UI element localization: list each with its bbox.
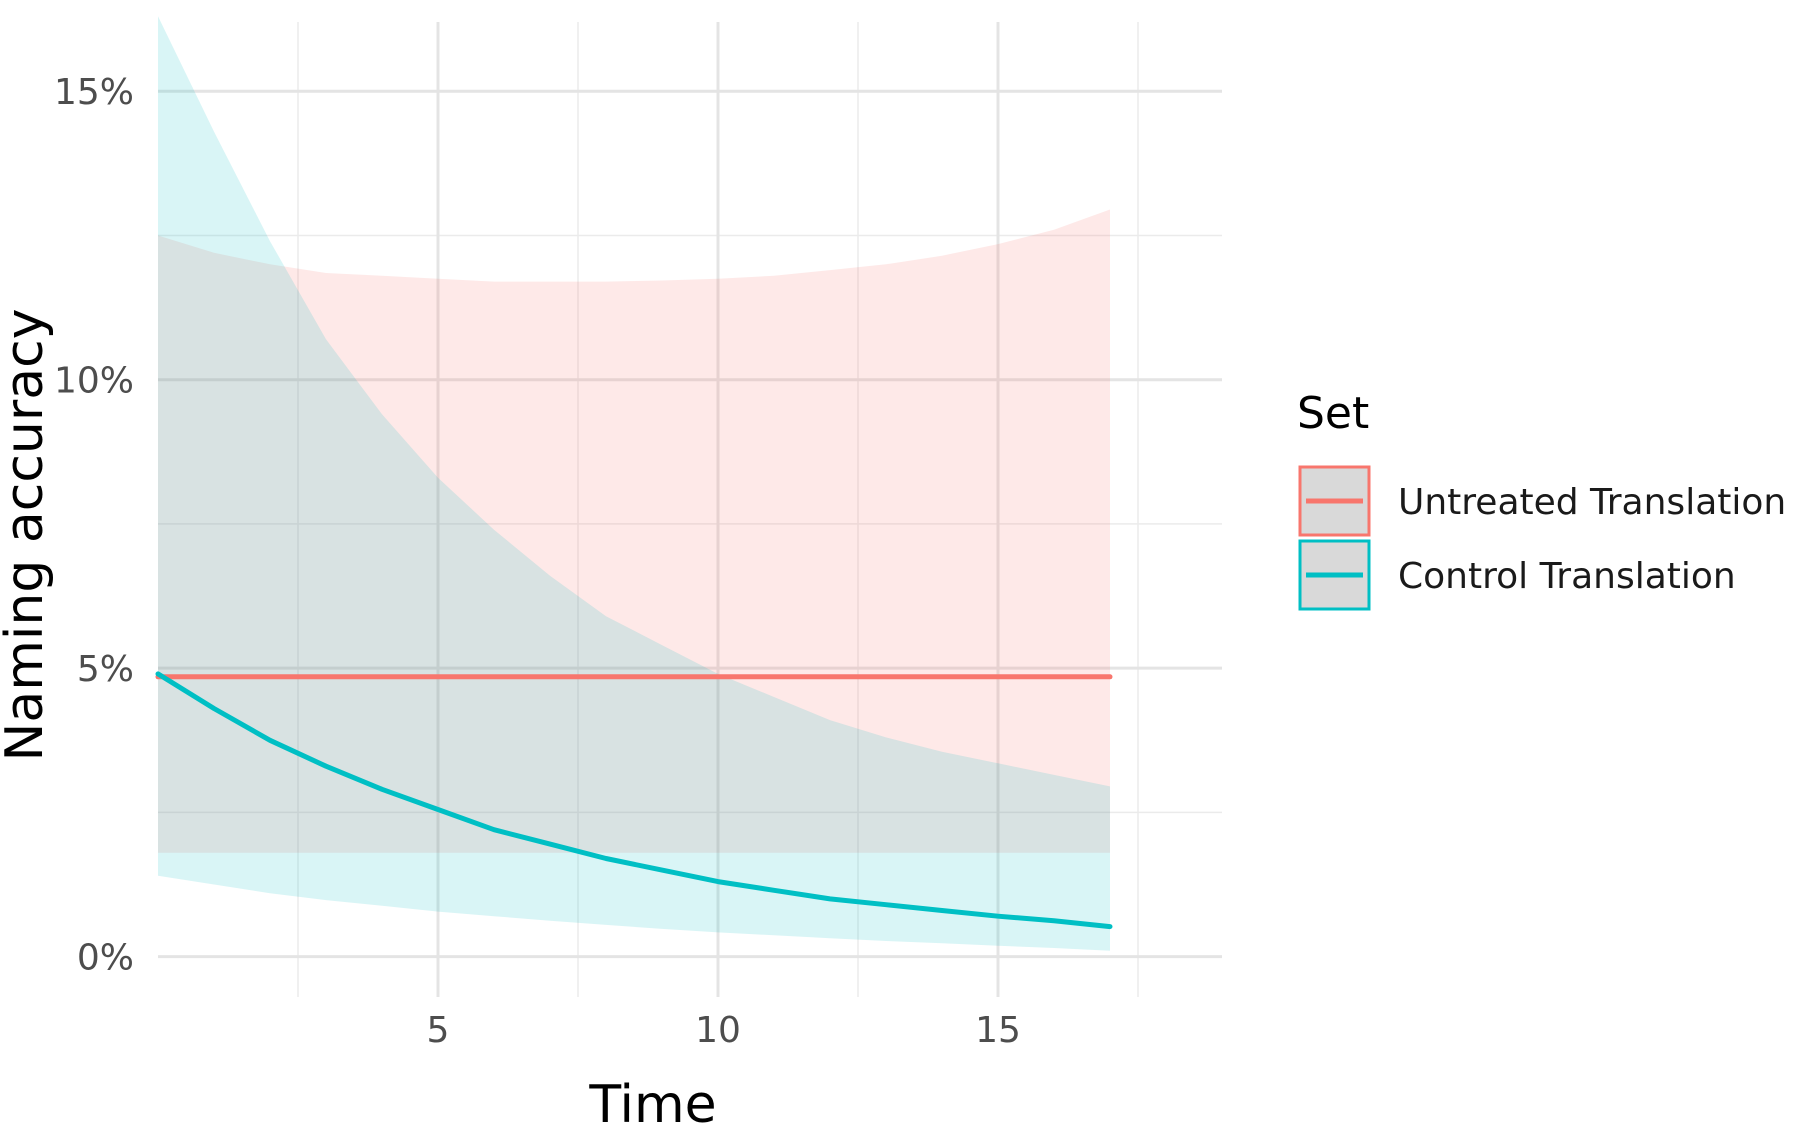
major-gridlines (158, 22, 1222, 997)
legend: Set Untreated Translation Control Transla… (1297, 388, 1786, 611)
legend-entries: Untreated Translation Control Translation (1298, 465, 1786, 611)
y-tick-label: 10% (54, 361, 134, 402)
series-lines (155, 671, 1113, 930)
y-tick-label: 0% (77, 938, 134, 979)
legend-label-1: Untreated Translation (1398, 482, 1786, 523)
legend-title: Set (1297, 388, 1369, 439)
x-tick-label: 15 (975, 1010, 1021, 1051)
x-axis-title: Time (588, 1075, 716, 1131)
minor-gridlines (158, 22, 1222, 997)
x-axis-tick-labels: 5 10 15 (427, 1010, 1021, 1051)
confidence-band-1 (158, 209, 1110, 853)
legend-label-2: Control Translation (1398, 556, 1736, 597)
series-line-2 (155, 671, 1113, 930)
confidence-band-2 (158, 16, 1110, 951)
y-tick-label: 5% (77, 649, 134, 690)
y-axis-title: Naming accuracy (0, 309, 55, 762)
y-tick-label: 15% (54, 72, 134, 113)
y-axis-tick-labels: 0% 5% 10% 15% (54, 72, 134, 978)
x-tick-label: 5 (427, 1010, 450, 1051)
x-tick-label: 10 (695, 1010, 741, 1051)
confidence-bands (158, 16, 1110, 951)
